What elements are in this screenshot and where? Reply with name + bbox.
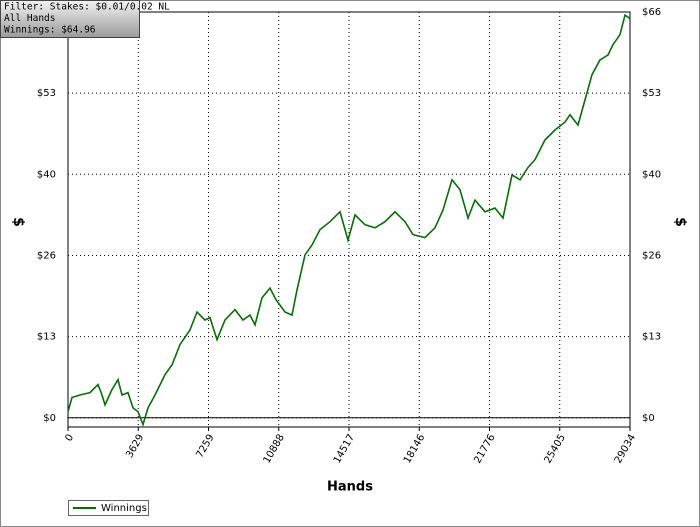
y2-tick-label: $66 [642, 7, 661, 18]
legend-box [68, 500, 149, 516]
y-tick-label: $26 [37, 250, 56, 261]
plot-border [67, 11, 631, 428]
line-series [67, 13, 631, 427]
y2-tick-label: $26 [642, 250, 661, 261]
y-axis-label: $ [10, 217, 26, 227]
legend-label: Winnings [101, 503, 147, 514]
y-tick-label: $53 [37, 88, 56, 99]
x-tick-label: 0 [63, 433, 76, 444]
y-tick-label: $0 [43, 413, 56, 424]
y2-tick-label: $0 [642, 413, 655, 424]
info-line: All Hands [4, 13, 55, 24]
y2-tick-label: $53 [642, 88, 661, 99]
info-line: Filter: Stakes: $0.01/0.02 NL [4, 2, 170, 13]
plot-area [68, 12, 630, 427]
y2-axis-label: $ [672, 217, 688, 227]
y-tick-label: $40 [37, 169, 56, 180]
x-axis-label: Hands [327, 480, 373, 495]
y2-tick-label: $40 [642, 169, 661, 180]
info-background [0, 0, 140, 38]
y2-tick-label: $13 [642, 332, 661, 343]
info-line: Winnings: $64.96 [4, 25, 96, 36]
y-tick-label: $13 [37, 332, 56, 343]
legend: Winnings [68, 500, 149, 516]
